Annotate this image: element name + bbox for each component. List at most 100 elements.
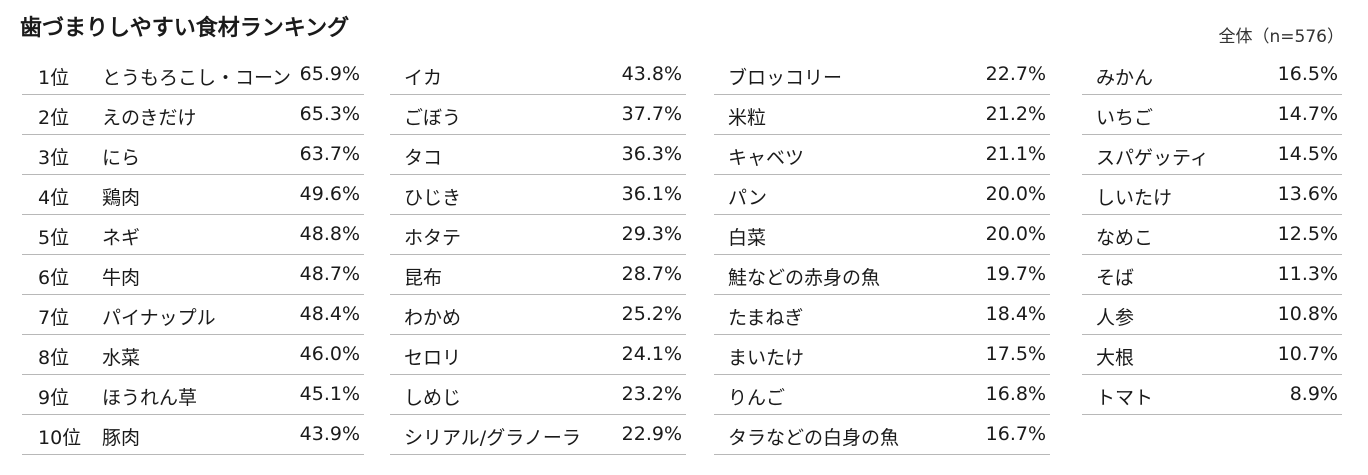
percentage: 10.8% — [1277, 303, 1338, 325]
percentage: 43.9% — [299, 423, 360, 445]
percentage: 19.7% — [985, 263, 1046, 285]
list-item: 10位 豚肉 43.9% — [22, 415, 364, 455]
food-name: とうもろこし・コーン — [102, 67, 292, 89]
list-item: セロリ 24.1% — [390, 335, 686, 375]
rank-label: 8位 — [38, 347, 70, 369]
percentage: 20.0% — [985, 183, 1046, 205]
percentage: 21.2% — [985, 103, 1046, 125]
percentage: 23.2% — [621, 383, 682, 405]
food-name: ほうれん草 — [102, 387, 198, 409]
food-name: 牛肉 — [102, 267, 141, 289]
rank-label: 1位 — [38, 67, 70, 89]
rank-label: 6位 — [38, 267, 70, 289]
percentage: 43.8% — [621, 63, 682, 85]
rank-label: 5位 — [38, 227, 70, 249]
list-item: 4位 鶏肉 49.6% — [22, 175, 364, 215]
ranking-column-3: ブロッコリー 22.7% 米粒 21.2% キャベツ 21.1% パン 20.0% 白菜… — [714, 55, 1050, 455]
list-item: なめこ 12.5% — [1082, 215, 1342, 255]
rank-label: 3位 — [38, 147, 70, 169]
list-item: ごぼう 37.7% — [390, 95, 686, 135]
percentage: 16.8% — [985, 383, 1046, 405]
list-item: キャベツ 21.1% — [714, 135, 1050, 175]
food-name: 人参 — [1096, 307, 1135, 329]
food-name: キャベツ — [728, 147, 805, 169]
list-item: ホタテ 29.3% — [390, 215, 686, 255]
percentage: 21.1% — [985, 143, 1046, 165]
food-name: パン — [728, 187, 767, 209]
list-item: ひじき 36.1% — [390, 175, 686, 215]
food-name: にら — [102, 147, 141, 169]
percentage: 11.3% — [1277, 263, 1338, 285]
food-name: 鶏肉 — [102, 187, 141, 209]
list-item: 5位 ネギ 48.8% — [22, 215, 364, 255]
food-name: 米粒 — [728, 107, 767, 129]
list-item: わかめ 25.2% — [390, 295, 686, 335]
list-item: タラなどの白身の魚 16.7% — [714, 415, 1050, 455]
food-name: 豚肉 — [102, 427, 141, 449]
food-name: わかめ — [404, 307, 462, 329]
percentage: 13.6% — [1277, 183, 1338, 205]
percentage: 45.1% — [299, 383, 360, 405]
percentage: 36.3% — [621, 143, 682, 165]
list-item: 3位 にら 63.7% — [22, 135, 364, 175]
food-name: 水菜 — [102, 347, 141, 369]
rank-label: 2位 — [38, 107, 70, 129]
food-name: ひじき — [404, 187, 462, 209]
list-item: 大根 10.7% — [1082, 335, 1342, 375]
food-name: いちご — [1096, 107, 1154, 129]
percentage: 10.7% — [1277, 343, 1338, 365]
food-name: ホタテ — [404, 227, 462, 249]
percentage: 28.7% — [621, 263, 682, 285]
food-name: ブロッコリー — [728, 67, 843, 89]
percentage: 16.7% — [985, 423, 1046, 445]
food-name: しいたけ — [1096, 187, 1173, 209]
percentage: 22.7% — [985, 63, 1046, 85]
list-item: 8位 水菜 46.0% — [22, 335, 364, 375]
food-name: 昆布 — [404, 267, 443, 289]
percentage: 49.6% — [299, 183, 360, 205]
percentage: 29.3% — [621, 223, 682, 245]
list-item: みかん 16.5% — [1082, 55, 1342, 95]
food-name: シリアル/グラノーラ — [404, 427, 581, 449]
percentage: 20.0% — [985, 223, 1046, 245]
list-item: 9位 ほうれん草 45.1% — [22, 375, 364, 415]
percentage: 65.3% — [299, 103, 360, 125]
ranking-column-1: 1位 とうもろこし・コーン 65.9% 2位 えのきだけ 65.3% 3位 にら 63.7%… — [22, 55, 364, 455]
list-item: りんご 16.8% — [714, 375, 1050, 415]
food-name: そば — [1096, 267, 1135, 289]
list-item: スパゲッティ 14.5% — [1082, 135, 1342, 175]
list-item: 人参 10.8% — [1082, 295, 1342, 335]
food-name: 鮭などの赤身の魚 — [728, 267, 881, 289]
list-item: しめじ 23.2% — [390, 375, 686, 415]
percentage: 48.7% — [299, 263, 360, 285]
sample-size-note: 全体（n=576） — [1218, 27, 1344, 47]
percentage: 37.7% — [621, 103, 682, 125]
rank-label: 4位 — [38, 187, 70, 209]
percentage: 48.4% — [299, 303, 360, 325]
food-name: イカ — [404, 67, 443, 89]
food-name: トマト — [1096, 387, 1154, 409]
food-name: たまねぎ — [728, 307, 804, 329]
percentage: 63.7% — [299, 143, 360, 165]
list-item: 米粒 21.2% — [714, 95, 1050, 135]
food-name: まいたけ — [728, 347, 805, 369]
list-item: 7位 パイナップル 48.4% — [22, 295, 364, 335]
percentage: 16.5% — [1277, 63, 1338, 85]
list-item: ブロッコリー 22.7% — [714, 55, 1050, 95]
list-item: タコ 36.3% — [390, 135, 686, 175]
rank-label: 10位 — [38, 427, 82, 449]
food-name: パイナップル — [102, 307, 216, 329]
list-item: トマト 8.9% — [1082, 375, 1342, 415]
percentage: 14.7% — [1277, 103, 1338, 125]
food-name: ネギ — [102, 227, 141, 249]
percentage: 14.5% — [1277, 143, 1338, 165]
food-name: えのきだけ — [102, 107, 197, 129]
food-name: タコ — [404, 147, 443, 169]
food-name: しめじ — [404, 387, 462, 409]
percentage: 18.4% — [985, 303, 1046, 325]
percentage: 65.9% — [299, 63, 360, 85]
list-item: 昆布 28.7% — [390, 255, 686, 295]
ranking-column-2: イカ 43.8% ごぼう 37.7% タコ 36.3% ひじき 36.1% ホタテ 29.… — [390, 55, 686, 455]
list-item: シリアル/グラノーラ 22.9% — [390, 415, 686, 455]
percentage: 25.2% — [621, 303, 682, 325]
